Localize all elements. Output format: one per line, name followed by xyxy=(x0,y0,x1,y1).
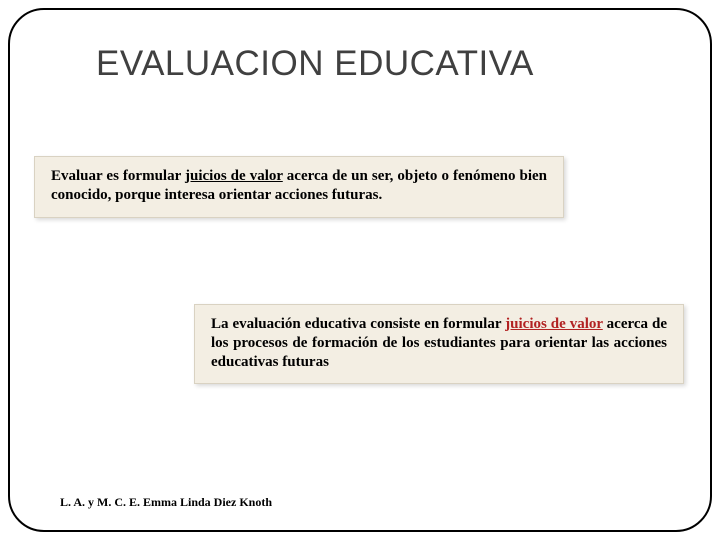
box2-highlight: juicios de valor xyxy=(505,316,603,332)
definition-text-1: Evaluar es formular juicios de valor ace… xyxy=(51,167,547,205)
slide-frame xyxy=(8,8,712,532)
definition-text-2: La evaluación educativa consiste en form… xyxy=(211,315,667,371)
definition-box-1: Evaluar es formular juicios de valor ace… xyxy=(34,156,564,218)
definition-box-2: La evaluación educativa consiste en form… xyxy=(194,304,684,384)
slide-title: EVALUACION EDUCATIVA xyxy=(96,44,534,84)
box2-pre: La evaluación educativa consiste en form… xyxy=(211,316,505,332)
box1-pre: Evaluar es formular xyxy=(51,168,185,184)
box1-highlight: juicios de valor xyxy=(185,168,283,184)
author-footer: L. A. y M. C. E. Emma Linda Diez Knoth xyxy=(60,495,272,510)
